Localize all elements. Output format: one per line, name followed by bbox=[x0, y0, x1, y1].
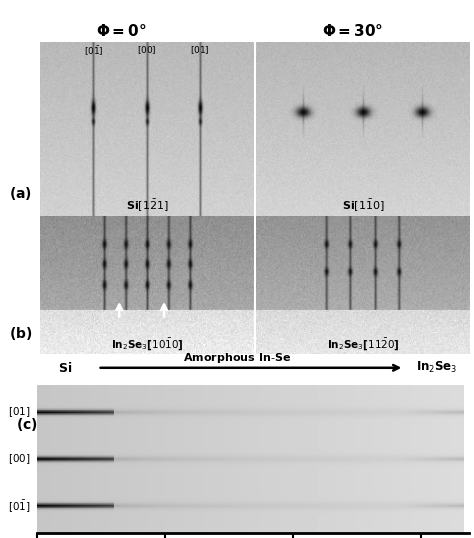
Text: $[00]$: $[00]$ bbox=[137, 45, 157, 56]
Text: $\mathbf{\Phi = 30°}$: $\mathbf{\Phi = 30°}$ bbox=[322, 23, 384, 39]
Text: $\mathbf{(a)}$: $\mathbf{(a)}$ bbox=[9, 185, 32, 202]
Text: $[00]$: $[00]$ bbox=[9, 452, 31, 466]
Text: $\mathbf{Amorphous\ In\text{-}Se}$: $\mathbf{Amorphous\ In\text{-}Se}$ bbox=[183, 351, 291, 365]
Text: $\mathbf{Si}$: $\mathbf{Si}$ bbox=[58, 361, 72, 375]
Text: Si$[1\bar{2}1]$: Si$[1\bar{2}1]$ bbox=[126, 199, 168, 214]
Text: $[0\bar{1}]$: $[0\bar{1}]$ bbox=[84, 45, 103, 58]
Text: $[0\bar{1}]$: $[0\bar{1}]$ bbox=[9, 498, 31, 514]
Text: $\mathbf{(b)}$: $\mathbf{(b)}$ bbox=[9, 325, 33, 343]
Text: $[01]$: $[01]$ bbox=[191, 45, 210, 56]
Text: In$_2$Se$_3$[$10\bar{1}0$]: In$_2$Se$_3$[$10\bar{1}0$] bbox=[110, 336, 183, 352]
Text: In$_2$Se$_3$: In$_2$Se$_3$ bbox=[416, 360, 457, 376]
Text: Si$[1\bar{1}0]$: Si$[1\bar{1}0]$ bbox=[342, 199, 384, 214]
Text: $[01]$: $[01]$ bbox=[9, 405, 31, 419]
Text: $\mathbf{(c)}$: $\mathbf{(c)}$ bbox=[16, 416, 37, 433]
Text: In$_2$Se$_3$[$11\bar{2}0$]: In$_2$Se$_3$[$11\bar{2}0$] bbox=[327, 336, 400, 352]
Text: $\mathbf{\Phi = 0°}$: $\mathbf{\Phi = 0°}$ bbox=[96, 23, 146, 39]
